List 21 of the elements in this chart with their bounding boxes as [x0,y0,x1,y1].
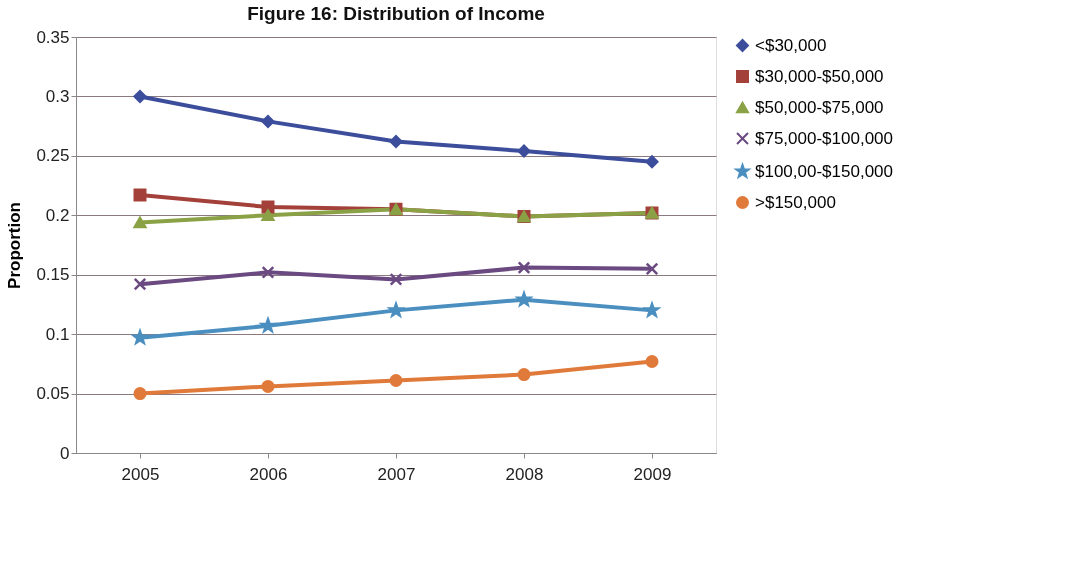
y-tick-label: 0.15 [36,265,70,285]
y-tick-label: 0 [60,443,70,463]
x-tick-label: 2007 [377,464,416,484]
x-tick-label: 2006 [249,464,288,484]
y-axis-title: Proportion [5,202,25,289]
legend-label: $30,000-$50,000 [755,66,884,86]
y-tick-label: 0.1 [45,324,70,344]
y-tick-label: 0.2 [45,205,70,225]
y-tick-label: 0.3 [45,86,70,106]
legend-label: <$30,000 [755,35,827,55]
y-tick-label: 0.35 [36,27,70,47]
y-tick-label: 0.05 [36,384,70,404]
x-tick-label: 2008 [505,464,544,484]
x-tick-label: 2009 [633,464,672,484]
x-tick-label: 2005 [121,464,160,484]
y-tick-label: 0.25 [36,146,70,166]
chart-title: Figure 16: Distribution of Income [247,3,545,24]
legend-label: $75,000-$100,000 [755,128,894,148]
legend-label: >$150,000 [755,192,836,212]
legend-label: $50,000-$75,000 [755,97,884,117]
legend-label: $100,00-$150,000 [755,161,894,181]
